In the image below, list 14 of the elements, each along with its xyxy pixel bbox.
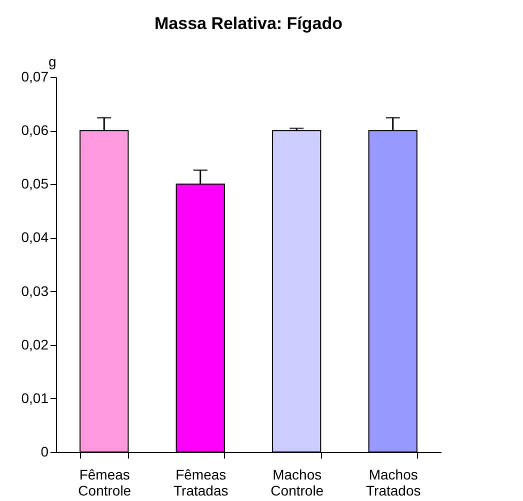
x-tick-label: Machos Controle — [270, 466, 324, 498]
x-tick-label: Machos Tratados — [366, 466, 421, 498]
y-tick-label: 0 — [40, 444, 49, 460]
chart-title: Massa Relativa: Fígado — [154, 14, 343, 33]
y-tick-label: 0,04 — [21, 229, 49, 246]
y-tick-label: 0,06 — [21, 122, 49, 138]
y-axis-title: g — [48, 54, 56, 70]
y-tick-label: 0,07 — [21, 68, 49, 84]
y-tick-label: 0,03 — [21, 282, 49, 299]
y-tick-label: 0,02 — [21, 336, 49, 352]
y-tick-label: 0,01 — [21, 390, 49, 406]
y-tick-label: 0,05 — [21, 176, 49, 192]
x-tick-label: Fêmeas Controle — [78, 466, 132, 498]
x-tick-label: Fêmeas Tratadas — [174, 466, 228, 498]
